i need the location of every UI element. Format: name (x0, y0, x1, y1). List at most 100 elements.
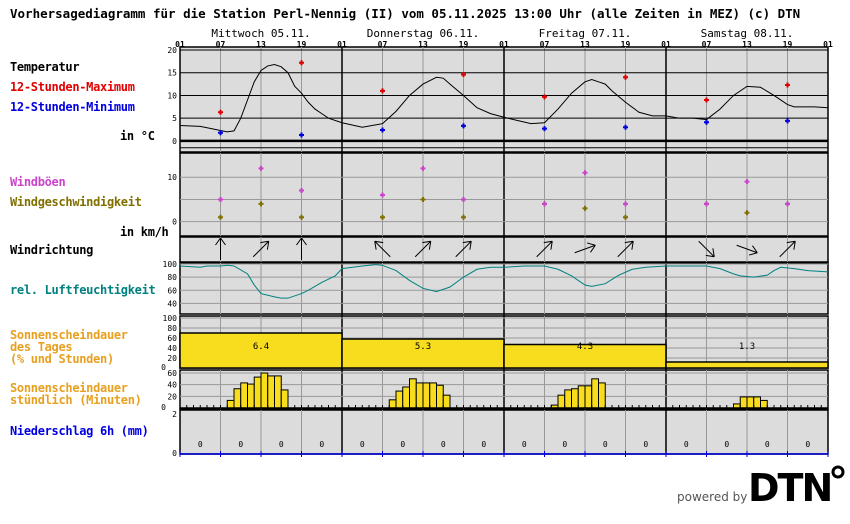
sun-daily-tick-label: 80 (167, 324, 177, 333)
label-sun-hourly: Sonnenscheindauer stündlich (Minuten) (10, 381, 142, 407)
precip-value: 0 (724, 440, 729, 449)
hour-tick-label: 19 (297, 40, 307, 49)
sun-daily-label: 1.3 (739, 342, 755, 352)
tmin-point (623, 124, 628, 130)
hour-tick-label: 13 (742, 40, 752, 49)
precip-value: 0 (562, 440, 567, 449)
precip-value: 0 (279, 440, 284, 449)
precip-value: 0 (238, 440, 243, 449)
sun-hourly-bar (260, 372, 269, 409)
sun-hourly-tick-label: 0 (161, 403, 166, 412)
hour-tick-label: 07 (702, 40, 712, 49)
sun-hourly-bar (584, 385, 593, 409)
sun-hourly-bar (253, 376, 262, 409)
dtn-logo-dot (831, 465, 845, 479)
precip-value: 0 (603, 440, 608, 449)
hour-tick-label: 01 (823, 40, 833, 49)
day-label: Mittwoch 05.11. (211, 27, 310, 40)
hour-tick-label: 19 (783, 40, 793, 49)
tmin-point (218, 130, 223, 136)
hour-tick-label: 01 (499, 40, 509, 49)
wind-arrow-icon (296, 237, 307, 260)
hour-tick-label: 13 (418, 40, 428, 49)
sun-hourly-bar (415, 382, 424, 409)
sun-hourly-bar (739, 396, 748, 409)
precip-value: 0 (360, 440, 365, 449)
gust-point (258, 165, 264, 171)
wind-arrow-icon (779, 240, 796, 258)
sun-daily-bar (179, 332, 343, 369)
gust-point (380, 192, 385, 198)
sun-hourly-bar (571, 388, 579, 409)
wind-arrow-icon (736, 244, 758, 256)
tmax-point (218, 109, 223, 115)
sun-hourly-bar (557, 394, 566, 409)
tmax-point (542, 94, 547, 100)
label-temperature: Temperatur (10, 60, 80, 74)
label-precip: Niederschlag 6h (mm) (10, 424, 149, 438)
sun-daily-label: 4.3 (577, 342, 593, 352)
sun-hourly-bar (395, 390, 404, 409)
sun-daily-tick-label: 100 (163, 314, 178, 323)
wind-tick-label: 0 (172, 218, 177, 227)
tmin-point (704, 119, 709, 125)
tmin-point (380, 127, 385, 133)
tmax-point (623, 74, 628, 80)
humidity-tick-label: 80 (167, 273, 177, 282)
hour-tick-label: 13 (256, 40, 266, 49)
sun-hourly-bar (267, 375, 275, 409)
windspeed-point (461, 214, 466, 220)
label-tmax: 12-Stunden-Maximum (10, 80, 135, 94)
sun-hourly-bar (233, 388, 242, 409)
sun-daily-tick-label: 0 (161, 363, 166, 372)
label-sun-daily: Sonnenscheindauer des Tages (% und Stund… (10, 328, 128, 366)
wind-arrow-icon (574, 242, 596, 254)
sun-hourly-tick-label: 60 (167, 369, 177, 378)
tmin-point (542, 126, 547, 132)
temp-tick-label: 0 (172, 137, 177, 146)
temp-tick-label: 20 (167, 46, 177, 55)
tmax-point (785, 82, 790, 88)
sun-hourly-bar (388, 399, 397, 409)
hour-tick-label: 07 (216, 40, 226, 49)
precip-value: 0 (643, 440, 648, 449)
sun-daily-tick-label: 20 (167, 354, 177, 363)
gust-point (461, 196, 466, 202)
label-wind-unit: in km/h (120, 225, 169, 239)
precip-value: 0 (400, 440, 405, 449)
windspeed-point (744, 210, 750, 216)
hour-tick-label: 19 (621, 40, 631, 49)
tmax-point (380, 88, 385, 94)
windspeed-point (299, 214, 304, 220)
tmax-point (299, 60, 304, 66)
wind-arrow-icon (215, 237, 226, 260)
label-windspeed: Windgeschwindigkeit (10, 195, 142, 209)
sun-hourly-bar (598, 382, 606, 409)
sun-hourly-bar (280, 389, 289, 409)
gust-point (704, 201, 709, 207)
windspeed-point (218, 214, 223, 220)
sun-daily-bar (665, 361, 829, 369)
temp-tick-label: 10 (167, 91, 177, 100)
sun-hourly-bar (422, 382, 431, 409)
gust-point (785, 201, 790, 207)
humidity-line (179, 264, 829, 299)
gust-point (542, 201, 547, 207)
precip-tick-label: 0 (172, 449, 177, 458)
windspeed-point (258, 201, 264, 207)
humidity-tick-label: 60 (167, 286, 177, 295)
hour-tick-label: 01 (175, 40, 185, 49)
sun-hourly-bar (591, 378, 599, 409)
precip-value: 0 (522, 440, 527, 449)
precip-value: 0 (805, 440, 810, 449)
sun-hourly-bar (429, 382, 437, 409)
sun-hourly-bar (436, 384, 444, 409)
wind-arrow-icon (252, 240, 270, 258)
windspeed-point (420, 196, 426, 202)
wind-tick-label: 10 (167, 173, 177, 182)
tmin-point (299, 132, 304, 138)
day-label: Freitag 07.11. (539, 27, 632, 40)
sun-hourly-bar (402, 386, 410, 409)
label-tmin: 12-Stunden-Minimum (10, 100, 135, 114)
day-label: Samstag 08.11. (701, 27, 794, 40)
